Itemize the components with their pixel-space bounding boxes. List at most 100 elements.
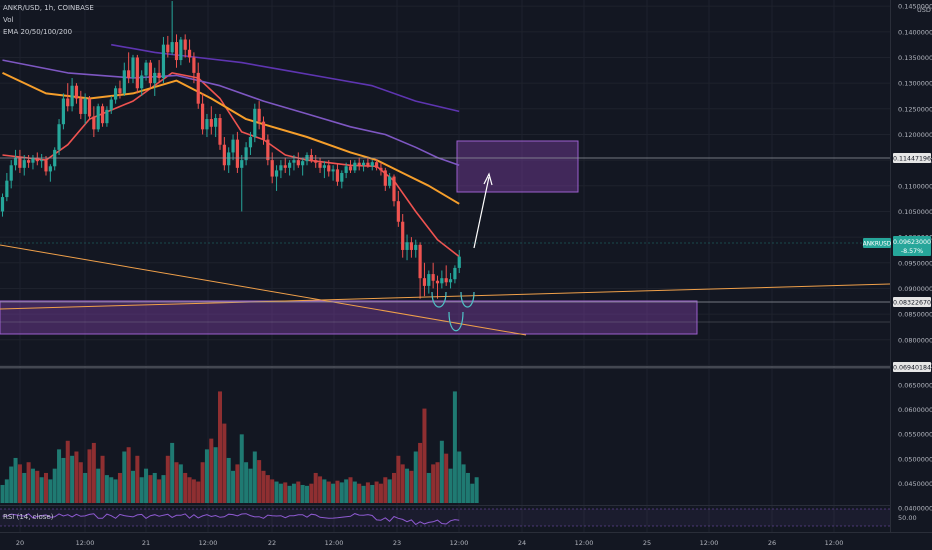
candle-body-30: [131, 57, 135, 79]
volume-bar-25: [109, 477, 114, 503]
drawings-layer: [0, 157, 891, 368]
volume-bar-0: [0, 484, 5, 503]
candle-body-39: [170, 42, 174, 53]
time-label-1: 12:00: [76, 539, 95, 547]
volume-bar-80: [348, 477, 353, 503]
candle-body-84: [366, 162, 370, 167]
volume-bars: [0, 391, 479, 503]
volume-bar-18: [78, 462, 83, 503]
ema100-line: [2, 59, 460, 167]
candle-body-36: [157, 72, 161, 79]
volume-bar-52: [226, 457, 231, 503]
volume-bar-53: [231, 470, 236, 503]
candle-body-72: [314, 160, 318, 163]
candle-body-5: [22, 160, 26, 168]
resistance-badge: 0.11447196: [893, 156, 931, 163]
volume-bar-101: [439, 440, 444, 503]
time-label-7: 12:00: [450, 539, 469, 547]
time-label-2: 21: [142, 539, 150, 547]
current-change-badge: -8.57%: [901, 248, 923, 255]
candle-body-31: [135, 57, 139, 89]
candle-body-37: [161, 44, 166, 79]
volume-bar-27: [117, 472, 122, 503]
candle-body-47: [205, 119, 209, 130]
candle-body-82: [357, 162, 361, 166]
candle-body-95: [414, 244, 418, 250]
candle-body-99: [431, 274, 435, 281]
candle-body-21: [92, 116, 96, 130]
volume-bar-69: [300, 484, 305, 503]
time-label-6: 23: [393, 539, 401, 547]
candle-body-20: [87, 98, 92, 117]
volume-bar-88: [383, 477, 388, 503]
volume-bar-24: [104, 475, 109, 503]
candle-body-93: [405, 242, 409, 250]
time-label-0: 20: [16, 539, 24, 547]
candle-body-85: [370, 162, 374, 167]
candle-body-77: [335, 169, 340, 182]
volume-bar-7: [30, 468, 35, 503]
candle-body-80: [348, 166, 353, 171]
candle-body-86: [375, 162, 379, 168]
candle-body-56: [244, 147, 248, 161]
volume-bar-100: [435, 462, 440, 503]
volume-bar-40: [174, 462, 179, 503]
volume-bar-62: [270, 479, 275, 503]
volume-bar-92: [400, 464, 405, 503]
candle-body-48: [209, 119, 213, 127]
candle-body-89: [388, 176, 392, 186]
time-label-3: 12:00: [199, 539, 218, 547]
candle-body-45: [196, 72, 200, 104]
volume-bar-35: [152, 472, 157, 503]
volume-bar-34: [148, 475, 153, 503]
candle-body-16: [70, 85, 74, 107]
candle-body-32: [140, 75, 144, 89]
candle-body-0: [0, 197, 5, 212]
volume-bar-74: [322, 479, 327, 503]
volume-bar-39: [170, 442, 175, 503]
candle-body-3: [13, 157, 18, 166]
volume-bar-90: [392, 472, 396, 503]
target-arrow-shaft: [473, 176, 490, 249]
volume-bar-60: [261, 470, 266, 503]
volume-bar-28: [122, 451, 127, 503]
volume-bar-21: [91, 442, 96, 503]
candle-body-33: [144, 62, 148, 76]
price-axis-bg: [890, 0, 932, 550]
volume-bar-84: [365, 482, 370, 503]
volume-bar-105: [457, 451, 462, 503]
candle-body-90: [392, 176, 396, 202]
volume-bar-22: [96, 468, 101, 503]
candle-body-76: [331, 169, 335, 172]
volume-bar-97: [422, 408, 427, 503]
candle-body-94: [409, 242, 413, 250]
volume-bar-106: [461, 464, 466, 503]
volume-bar-104: [452, 391, 457, 503]
candle-body-59: [257, 108, 261, 122]
time-label-10: 25: [643, 539, 651, 547]
volume-bar-66: [287, 485, 292, 503]
volume-bar-57: [248, 468, 253, 503]
volume-bar-41: [178, 464, 183, 503]
candle-body-88: [383, 170, 387, 186]
lower-badge: 0.06940184: [893, 365, 931, 372]
candle-body-64: [279, 165, 283, 171]
volume-bar-65: [283, 482, 288, 503]
candle-body-41: [179, 39, 183, 61]
volume-bar-79: [344, 479, 349, 503]
candle-body-98: [427, 274, 431, 286]
volume-bar-107: [465, 472, 470, 503]
target-arrow-head: [483, 172, 493, 186]
ema200-line: [111, 43, 460, 113]
candle-body-18: [79, 98, 83, 114]
candle-body-7: [31, 157, 35, 163]
support-badge: 0.08322670: [893, 300, 931, 307]
time-label-13: 12:00: [825, 539, 844, 547]
